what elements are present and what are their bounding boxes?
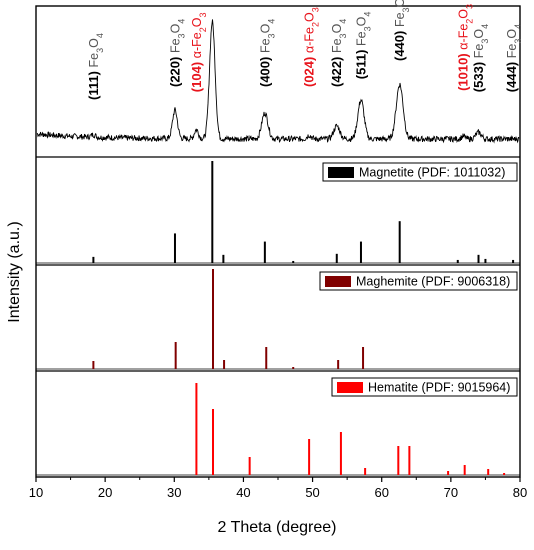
axes: 10 20 30 40 50 60 70 80 [29, 477, 527, 500]
peak-label: (024) α-Fe2O3 [301, 7, 320, 87]
legend-swatch [328, 167, 354, 178]
annotation-hkl: (104) [189, 58, 204, 92]
peak-annotation: (511) Fe3O4 [353, 12, 372, 80]
peak-annotation: (111) Fe3O4 [86, 33, 105, 100]
legend-maghemite: Maghemite (PDF: 9006318) [319, 271, 518, 291]
legend-label: Hematite (PDF: 9015964) [368, 381, 510, 395]
peak-annotation: (440) Fe3O4 [392, 0, 411, 61]
reference-pattern-maghemite: Maghemite (PDF: 9006318) [36, 269, 520, 370]
x-tick-label: 60 [374, 485, 388, 500]
peak-annotation: (400) Fe3O4 [257, 19, 276, 87]
annotation-hkl: (220) [167, 53, 182, 87]
peak-annotation: (1010) α-Fe2O3 [456, 4, 475, 91]
peak-annotation: (444) Fe3O4 [504, 24, 523, 92]
x-tick-label: 30 [167, 485, 181, 500]
peak-label: (444) Fe3O4 [504, 24, 523, 92]
peak-annotation: (422) Fe3O4 [329, 19, 348, 87]
x-axis-label: 2 Theta (degree) [218, 519, 337, 536]
peak-annotation: (220) Fe3O4 [167, 19, 186, 87]
peak-label: (111) Fe3O4 [86, 33, 105, 100]
peak-annotation: (533) Fe3O4 [471, 24, 490, 92]
legend-swatch [325, 276, 351, 287]
peak-annotations: (111) Fe3O4(220) Fe3O4(104) α-Fe2O3(311)… [86, 0, 523, 100]
legend-box [331, 377, 518, 397]
annotation-hkl: (444) [504, 58, 519, 92]
annotation-hkl: (511) [353, 46, 368, 79]
plot-frame [35, 5, 521, 478]
reference-pattern-magnetite: Magnetite (PDF: 1011032) [36, 161, 520, 264]
x-tick-label: 20 [98, 485, 112, 500]
x-tick-label: 70 [444, 485, 458, 500]
x-tick-label: 50 [305, 485, 319, 500]
annotation-hkl: (533) [471, 58, 486, 92]
legend-magnetite: Magnetite (PDF: 1011032) [322, 162, 518, 182]
reference-patterns: Magnetite (PDF: 1011032) Maghemite (PDF: … [36, 161, 520, 476]
legend-label: Magnetite (PDF: 1011032) [359, 166, 505, 180]
annotation-hkl: (1010) [456, 50, 471, 91]
xrd-pattern [36, 19, 520, 144]
reference-pattern-hematite: Hematite (PDF: 9015964) [36, 377, 520, 476]
legend-label: Maghemite (PDF: 9006318) [356, 275, 510, 289]
xrd-pattern-line [36, 19, 520, 144]
peak-label: (511) Fe3O4 [353, 12, 372, 80]
chart-panels [35, 5, 521, 478]
x-tick-label: 10 [29, 485, 43, 500]
legend-swatch [337, 382, 363, 393]
legend-hematite: Hematite (PDF: 9015964) [331, 377, 518, 397]
y-axis-label: Intensity (a.u.) [6, 221, 23, 322]
peak-label: (440) Fe3O4 [392, 0, 411, 61]
peak-label: (533) Fe3O4 [471, 24, 490, 92]
peak-label: (422) Fe3O4 [329, 19, 348, 87]
peak-label: (400) Fe3O4 [257, 19, 276, 87]
legend-box [322, 162, 518, 182]
peak-label: (1010) α-Fe2O3 [456, 4, 475, 91]
peak-label: (220) Fe3O4 [167, 19, 186, 87]
annotation-hkl: (440) [392, 27, 407, 61]
annotation-hkl: (422) [329, 53, 344, 87]
peak-label: (104) α-Fe2O3 [189, 12, 208, 92]
x-tick-label: 40 [236, 485, 250, 500]
legend-box [319, 271, 518, 291]
annotation-hkl: (400) [257, 53, 272, 87]
peak-annotation: (024) α-Fe2O3 [301, 7, 320, 87]
annotation-hkl: (111) [86, 67, 101, 100]
x-tick-label: 80 [513, 485, 527, 500]
annotation-hkl: (024) [301, 53, 316, 87]
peak-annotation: (104) α-Fe2O3 [189, 12, 208, 92]
